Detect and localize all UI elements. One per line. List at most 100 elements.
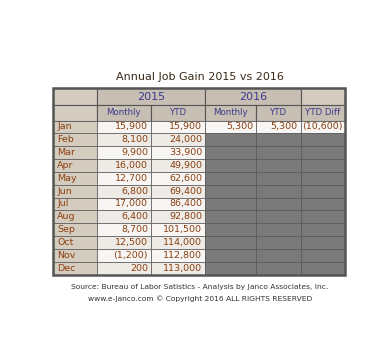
- Text: 101,500: 101,500: [163, 225, 202, 234]
- Bar: [53, 159, 97, 172]
- Bar: [301, 159, 345, 172]
- Text: YTD: YTD: [170, 108, 187, 117]
- Bar: [53, 262, 97, 274]
- Text: 62,600: 62,600: [169, 174, 202, 183]
- Text: 112,800: 112,800: [163, 251, 202, 260]
- Text: 200: 200: [130, 264, 148, 273]
- Text: Sep: Sep: [57, 225, 75, 234]
- Text: 17,000: 17,000: [115, 199, 148, 209]
- Bar: [205, 236, 257, 249]
- Text: 92,800: 92,800: [169, 212, 202, 221]
- Bar: [301, 172, 345, 185]
- Bar: [53, 105, 97, 120]
- Bar: [151, 133, 205, 146]
- Text: 9,900: 9,900: [121, 148, 148, 157]
- Bar: [97, 159, 151, 172]
- Bar: [257, 120, 301, 133]
- Text: 24,000: 24,000: [169, 135, 202, 144]
- Bar: [97, 249, 151, 262]
- Bar: [97, 223, 151, 236]
- Bar: [301, 133, 345, 146]
- Bar: [97, 210, 151, 223]
- Bar: [205, 88, 301, 105]
- Text: Nov: Nov: [57, 251, 76, 260]
- Text: 16,000: 16,000: [115, 161, 148, 170]
- Text: Jul: Jul: [57, 199, 69, 209]
- Bar: [53, 236, 97, 249]
- Text: 2016: 2016: [239, 92, 267, 102]
- Bar: [151, 105, 205, 120]
- Bar: [151, 210, 205, 223]
- Text: Oct: Oct: [57, 238, 74, 247]
- Text: 15,900: 15,900: [115, 122, 148, 132]
- Bar: [151, 159, 205, 172]
- Text: Jan: Jan: [57, 122, 72, 132]
- Bar: [53, 88, 345, 274]
- Bar: [97, 146, 151, 159]
- Bar: [257, 262, 301, 274]
- Bar: [97, 133, 151, 146]
- Bar: [301, 88, 345, 105]
- Text: 49,900: 49,900: [169, 161, 202, 170]
- Text: 8,700: 8,700: [121, 225, 148, 234]
- Text: 114,000: 114,000: [163, 238, 202, 247]
- Bar: [151, 249, 205, 262]
- Bar: [53, 210, 97, 223]
- Bar: [301, 185, 345, 197]
- Bar: [205, 262, 257, 274]
- Text: Source: Bureau of Labor Satistics - Analysis by Janco Associates, Inc.: Source: Bureau of Labor Satistics - Anal…: [71, 284, 328, 290]
- Bar: [151, 120, 205, 133]
- Text: Annual Job Gain 2015 vs 2016: Annual Job Gain 2015 vs 2016: [116, 72, 284, 82]
- Text: 113,000: 113,000: [163, 264, 202, 273]
- Bar: [53, 249, 97, 262]
- Bar: [257, 236, 301, 249]
- Bar: [257, 133, 301, 146]
- Bar: [205, 185, 257, 197]
- Bar: [53, 133, 97, 146]
- Text: Feb: Feb: [57, 135, 74, 144]
- Text: YTD Diff: YTD Diff: [305, 108, 340, 117]
- Bar: [257, 105, 301, 120]
- Bar: [205, 133, 257, 146]
- Bar: [257, 210, 301, 223]
- Bar: [97, 185, 151, 197]
- Bar: [97, 172, 151, 185]
- Bar: [53, 88, 97, 105]
- Bar: [151, 172, 205, 185]
- Text: Jun: Jun: [57, 187, 72, 196]
- Bar: [53, 223, 97, 236]
- Bar: [301, 146, 345, 159]
- Bar: [205, 172, 257, 185]
- Bar: [257, 223, 301, 236]
- Bar: [257, 159, 301, 172]
- Bar: [301, 210, 345, 223]
- Bar: [257, 185, 301, 197]
- Bar: [205, 120, 257, 133]
- Bar: [151, 185, 205, 197]
- Bar: [97, 88, 205, 105]
- Bar: [151, 262, 205, 274]
- Text: 15,900: 15,900: [169, 122, 202, 132]
- Bar: [97, 197, 151, 210]
- Text: 5,300: 5,300: [270, 122, 298, 132]
- Text: May: May: [57, 174, 77, 183]
- Bar: [301, 262, 345, 274]
- Bar: [205, 210, 257, 223]
- Text: (1,200): (1,200): [113, 251, 148, 260]
- Bar: [301, 105, 345, 120]
- Text: 12,700: 12,700: [115, 174, 148, 183]
- Bar: [151, 236, 205, 249]
- Bar: [257, 249, 301, 262]
- Bar: [257, 146, 301, 159]
- Text: 6,400: 6,400: [121, 212, 148, 221]
- Text: Monthly: Monthly: [214, 108, 248, 117]
- Bar: [97, 120, 151, 133]
- Bar: [205, 105, 257, 120]
- Text: YTD: YTD: [270, 108, 287, 117]
- Bar: [301, 223, 345, 236]
- Text: Dec: Dec: [57, 264, 76, 273]
- Bar: [301, 236, 345, 249]
- Text: 5,300: 5,300: [226, 122, 254, 132]
- Text: 86,400: 86,400: [169, 199, 202, 209]
- Text: Mar: Mar: [57, 148, 75, 157]
